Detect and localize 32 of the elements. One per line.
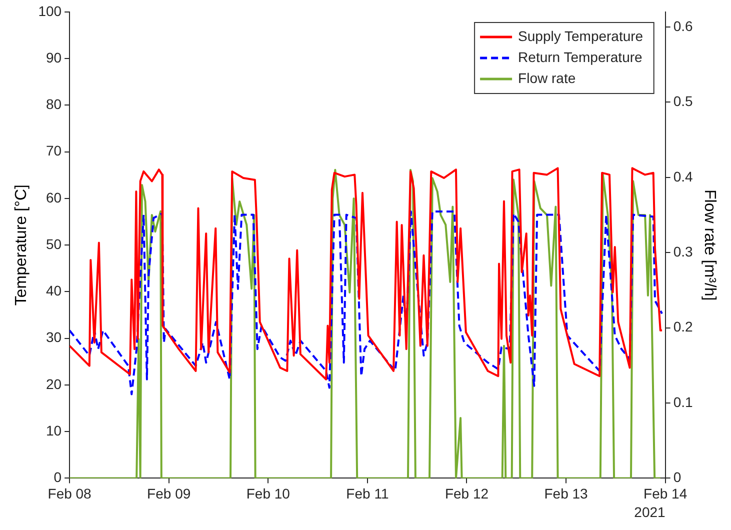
y-axis-title: Temperature [°C] <box>13 184 30 306</box>
y-tick-label: 80 <box>46 96 62 112</box>
y-tick-label: 50 <box>46 236 62 252</box>
y2-tick-label: 0.3 <box>673 243 694 260</box>
x-tick-label: Feb 11 <box>346 485 389 502</box>
y-tick-label: 60 <box>46 189 62 206</box>
legend-label: Flow rate <box>518 70 576 86</box>
y-tick-label: 30 <box>46 329 62 346</box>
x-tick-label: Feb 13 <box>544 485 588 502</box>
y2-axis-title: Flow rate [m³/h] <box>700 190 718 301</box>
y-tick-label: 40 <box>46 282 62 299</box>
x-tick-label: Feb 09 <box>147 485 191 502</box>
y-tick-label: 70 <box>46 142 62 159</box>
x-tick-label: Feb 14 <box>644 485 688 502</box>
y-tick-label: 20 <box>46 376 62 392</box>
y2-tick-label: 0.1 <box>673 394 694 410</box>
x-tick-label: Feb 12 <box>444 485 489 502</box>
y-tick-label: 10 <box>46 422 62 438</box>
x-tick-label: Feb 10 <box>246 485 290 502</box>
text: 2021 <box>634 504 666 520</box>
line-series <box>70 210 664 396</box>
y-tick-label: 90 <box>46 49 62 66</box>
y-tick-label: 0 <box>54 469 62 486</box>
y2-tick-label: 0.4 <box>673 168 694 184</box>
y2-tick-label: 0.2 <box>673 318 694 335</box>
y2-tick-label: 0.5 <box>673 93 694 110</box>
legend-label: Supply Temperature <box>518 28 644 44</box>
x-tick-label: Feb 08 <box>48 485 92 502</box>
y-tick-label: 100 <box>38 2 62 19</box>
legend-label: Return Temperature <box>518 48 643 65</box>
y2-tick-label: 0 <box>673 469 682 486</box>
y2-tick-label: 0.6 <box>673 18 694 34</box>
